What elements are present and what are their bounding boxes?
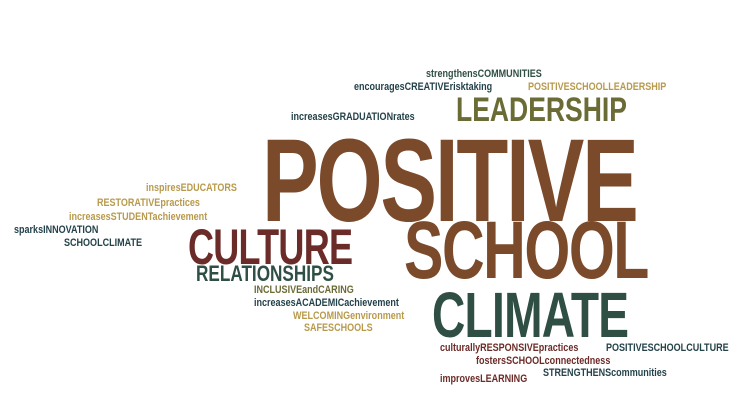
word-increases-academic: increasesACADEMICachievement bbox=[254, 297, 399, 309]
word-culture: CULTURE bbox=[188, 219, 353, 275]
word-encourages-creative: encouragesCREATIVErisktaking bbox=[354, 81, 493, 93]
word-positive: POSITIVE bbox=[262, 115, 639, 247]
word-relationships: RELATIONSHIPS bbox=[196, 261, 334, 286]
word-increases-graduation: increasesGRADUATIONrates bbox=[291, 111, 415, 123]
word-inclusive-caring: INCLUSIVEandCARING bbox=[254, 284, 354, 296]
word-safe-schools: SAFESCHOOLS bbox=[304, 322, 373, 334]
word-culturally-responsive: culturallyRESPONSIVEpractices bbox=[440, 342, 579, 354]
word-positive-school-culture: POSITIVESCHOOLCULTURE bbox=[606, 342, 729, 354]
word-school-climate: SCHOOLCLIMATE bbox=[64, 237, 143, 249]
word-improves-learning: improvesLEARNING bbox=[440, 373, 528, 385]
word-climate: CLIMATE bbox=[432, 279, 629, 351]
word-increases-student: increasesSTUDENTachievement bbox=[69, 211, 208, 223]
word-strengthens-communities: strengthensCOMMUNITIES bbox=[426, 68, 542, 80]
word-sparks-innovation: sparksINNOVATION bbox=[14, 224, 99, 236]
word-fosters-connectedness: fostersSCHOOLconnectedness bbox=[476, 355, 611, 367]
word-positive-school-leadership: POSITIVESCHOOLLEADERSHIP bbox=[528, 81, 667, 93]
word-restorative-practices: RESTORATIVEpractices bbox=[97, 197, 200, 209]
word-inspires-educators: inspiresEDUCATORS bbox=[146, 182, 237, 194]
word-leadership: LEADERSHIP bbox=[456, 91, 627, 129]
word-strengthens-communities-2: STRENGTHENScommunities bbox=[543, 367, 667, 379]
word-school: SCHOOL bbox=[404, 205, 649, 296]
word-welcoming-environment: WELCOMINGenvironment bbox=[293, 310, 405, 322]
